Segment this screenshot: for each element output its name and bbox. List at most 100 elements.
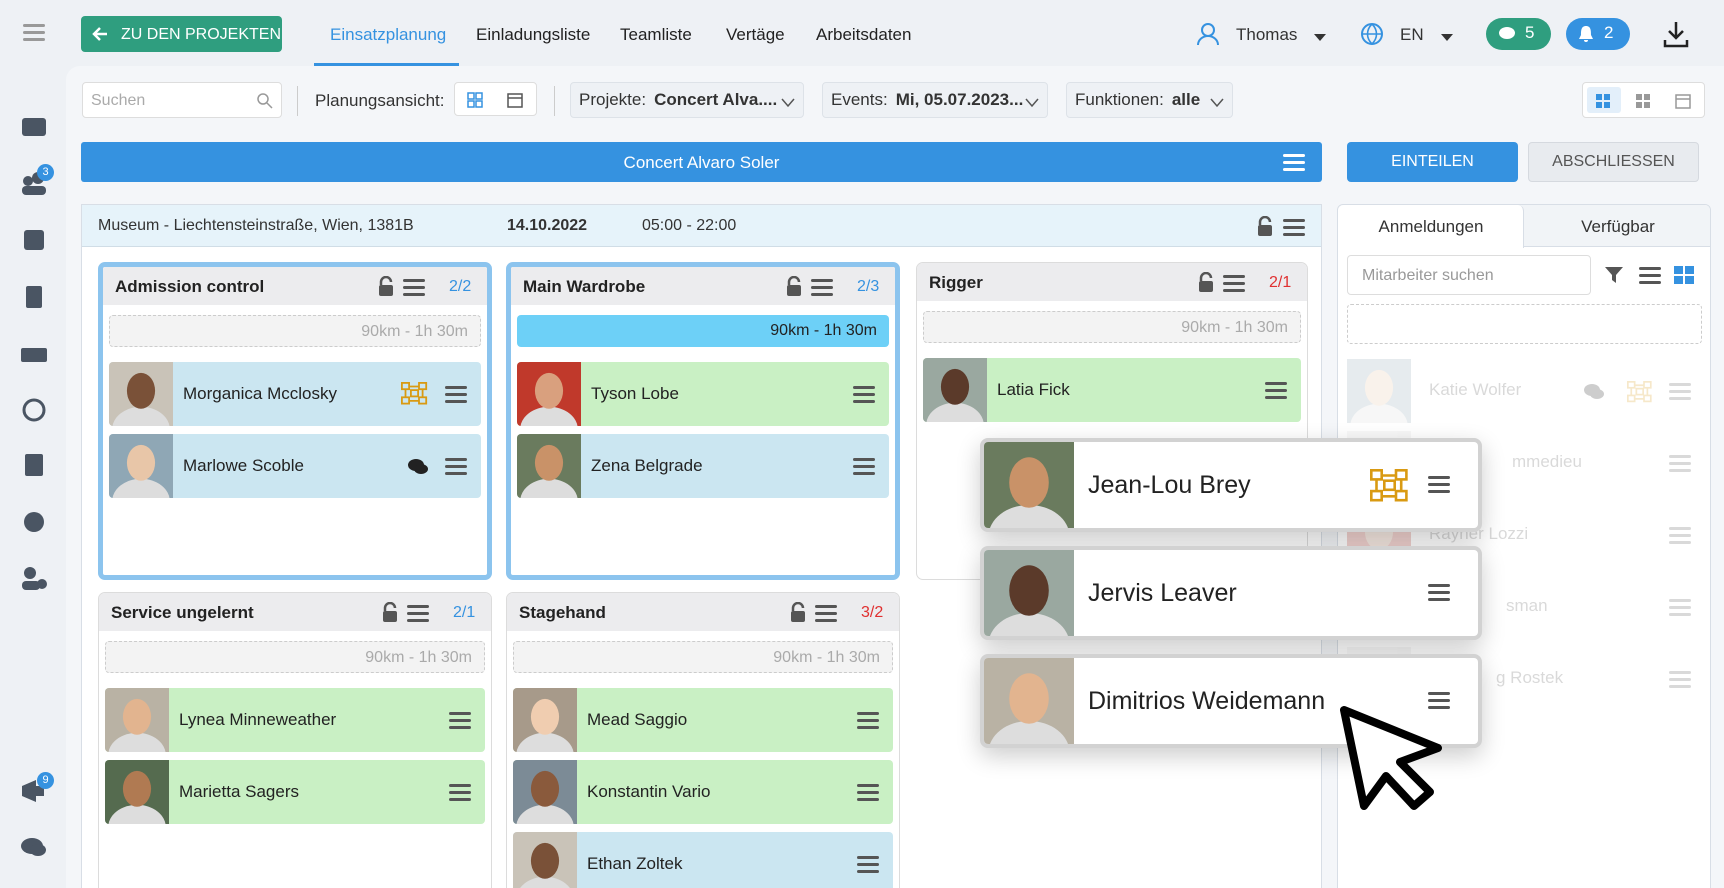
menu-icon[interactable] [445,458,467,461]
nav-tab[interactable]: Vertäge [726,25,785,44]
notifications-count: 2 [1604,23,1614,42]
lock-icon[interactable] [381,601,399,622]
menu-icon[interactable] [853,458,875,461]
menu-icon[interactable] [1283,154,1305,157]
dragged-card[interactable]: Jean-Lou Brey [980,438,1482,532]
function-card: Admission control 2/2 90km - 1h 30m Morgani… [98,262,492,580]
messages-pill[interactable]: 5 [1486,18,1551,50]
badge: 3 [37,164,54,181]
menu-icon[interactable] [857,712,879,715]
filter-dropdown[interactable]: Funktionen: alle [1066,82,1233,118]
user-icon[interactable] [1196,22,1220,46]
chat-icon[interactable] [1583,383,1605,401]
project-bar[interactable]: Concert Alvaro Soler [81,142,1322,182]
function-name: Admission control [115,277,265,296]
person-row[interactable]: Lynea Minneweather [105,688,485,752]
nav-tab[interactable]: Einladungsliste [476,25,591,44]
menu-icon[interactable] [23,24,45,27]
function-name: Stagehand [519,603,606,622]
person-row[interactable]: Marlowe Scoble [109,434,481,498]
menu-icon[interactable] [1428,476,1450,479]
menu-icon[interactable] [857,784,879,787]
person-row[interactable]: Marietta Sagers [105,760,485,824]
person-row[interactable]: Mead Saggio [513,688,893,752]
close-button[interactable]: ABSCHLIESSEN [1528,142,1699,182]
menu-icon[interactable] [1223,275,1245,278]
dragged-name: Jervis Leaver [1088,579,1237,607]
menu-icon[interactable] [1639,267,1661,270]
menu-icon[interactable] [1265,382,1287,385]
panel-tab[interactable]: Verfügbar [1581,217,1655,236]
function-count: 2/1 [453,604,476,621]
lock-icon[interactable] [789,601,807,622]
menu-icon[interactable] [449,712,471,715]
filter-dropdown[interactable]: Projekte: Concert Alva.... [570,82,804,118]
grid-icon[interactable] [1674,265,1694,285]
menu-icon[interactable] [1669,527,1691,530]
filter-icon[interactable] [1604,265,1624,285]
layout-icon[interactable] [1595,93,1611,109]
filter-label: Events: [831,90,888,109]
lock-icon[interactable] [785,275,803,296]
venue-row: Museum - Liechtensteinstraße, Wien, 1381… [82,205,1321,247]
calendar-view-icon[interactable] [507,92,523,108]
filter-dropdown[interactable]: Events: Mi, 05.07.2023... [822,82,1048,118]
person-row[interactable]: Zena Belgrade [517,434,889,498]
menu-icon[interactable] [449,784,471,787]
layout-toggle[interactable] [1582,82,1705,118]
notifications-pill[interactable]: 2 [1566,18,1630,50]
lock-icon[interactable] [377,275,395,296]
distance-bar: 90km - 1h 30m [923,311,1301,343]
chat-icon[interactable] [407,458,429,476]
person-row[interactable]: Morganica Mcclosky [109,362,481,426]
dragged-card[interactable]: Dimitrios Weidemann [980,654,1482,748]
avatar-photo [923,358,987,422]
person-row[interactable]: Tyson Lobe [517,362,889,426]
layout-icon[interactable] [1635,93,1651,109]
network-icon[interactable] [1370,469,1409,503]
layout-icon[interactable] [1675,93,1691,109]
dragged-card[interactable]: Jervis Leaver [980,546,1482,640]
nav-tab[interactable]: Arbeitsdaten [816,25,912,44]
language[interactable]: EN [1400,25,1424,44]
menu-icon[interactable] [1669,455,1691,458]
person-row[interactable]: Latia Fick [923,358,1301,422]
panel-search[interactable]: Mitarbeiter suchen [1347,255,1591,295]
menu-icon[interactable] [1669,599,1691,602]
panel-tab[interactable]: Anmeldungen [1378,217,1484,236]
candidate-name: Katie Wolfer [1429,380,1522,399]
person-row[interactable]: Ethan Zoltek [513,832,893,888]
function-card: Rigger 2/1 90km - 1h 30m Latia Fick [916,262,1308,580]
menu-icon[interactable] [445,386,467,389]
menu-icon[interactable] [1669,383,1691,386]
download-icon[interactable] [1662,20,1690,48]
nav-tab[interactable]: Teamliste [620,25,692,44]
bell-icon [1578,25,1594,43]
back-button[interactable]: ZU DEN PROJEKTEN [81,16,282,52]
menu-icon[interactable] [1428,692,1450,695]
grid-view-icon[interactable] [467,92,483,108]
user-name[interactable]: Thomas [1236,25,1298,44]
person-name: Konstantin Vario [587,782,711,801]
menu-icon[interactable] [1669,671,1691,674]
lock-icon[interactable] [1197,271,1215,292]
menu-icon[interactable] [811,279,833,282]
menu-icon[interactable] [407,605,429,608]
view-toggle[interactable] [454,82,537,116]
assign-button[interactable]: EINTEILEN [1347,142,1518,182]
arrow-icon [91,26,109,42]
menu-icon[interactable] [1283,219,1305,222]
menu-icon[interactable] [857,856,879,859]
network-icon[interactable] [401,382,428,405]
search-box[interactable]: Suchen [82,82,282,118]
lock-icon[interactable] [1256,215,1274,236]
menu-icon[interactable] [853,386,875,389]
nav-tab[interactable]: Einsatzplanung [330,25,447,44]
menu-icon[interactable] [403,279,425,282]
menu-icon[interactable] [815,605,837,608]
menu-icon[interactable] [1428,584,1450,587]
person-row[interactable]: Konstantin Vario [513,760,893,824]
network-icon[interactable] [1627,381,1653,403]
avatar-photo [109,434,173,498]
globe-icon[interactable] [1360,22,1384,46]
